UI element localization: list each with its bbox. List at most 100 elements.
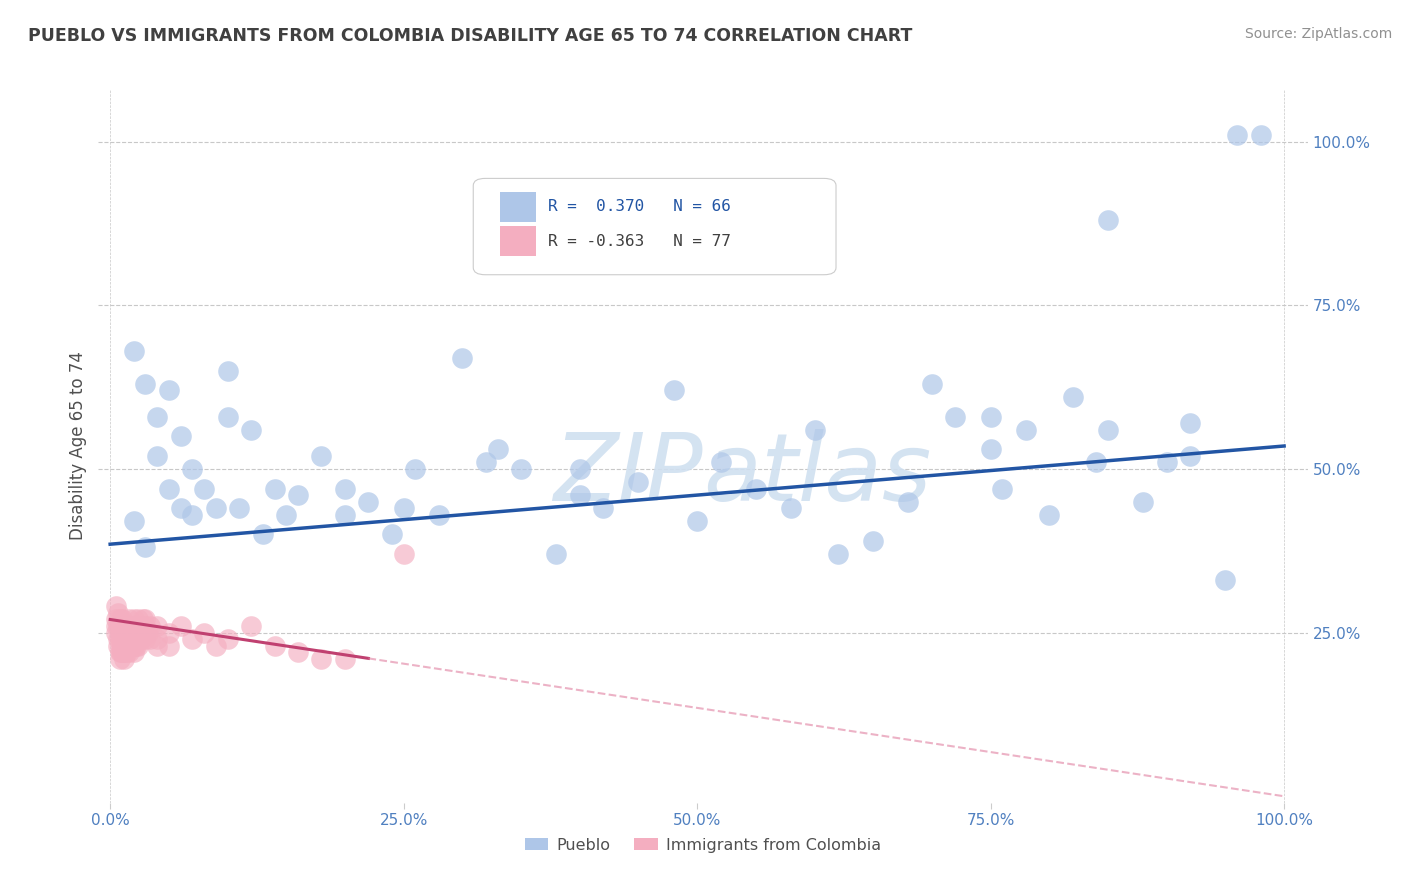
Point: [980, 442, 1002, 457]
Point: [134, 376, 156, 391]
Point: [1085, 455, 1108, 469]
Point: [897, 494, 920, 508]
Point: [1038, 508, 1060, 522]
Point: [404, 462, 426, 476]
Point: [146, 619, 169, 633]
Point: [945, 409, 967, 424]
Bar: [501, 227, 536, 256]
Text: R = -0.363   N = 77: R = -0.363 N = 77: [548, 234, 731, 249]
Point: [105, 612, 128, 626]
Point: [475, 455, 498, 469]
Point: [120, 625, 142, 640]
Point: [1062, 390, 1084, 404]
Point: [112, 652, 135, 666]
Point: [263, 639, 285, 653]
Point: [129, 632, 152, 647]
FancyBboxPatch shape: [474, 178, 837, 275]
Point: [146, 409, 169, 424]
Point: [276, 508, 298, 522]
Point: [127, 612, 149, 626]
Point: [287, 645, 309, 659]
Point: [1156, 455, 1178, 469]
Y-axis label: Disability Age 65 to 74: Disability Age 65 to 74: [69, 351, 87, 541]
Point: [745, 482, 768, 496]
Point: [1226, 128, 1249, 142]
Point: [115, 619, 138, 633]
Point: [333, 508, 356, 522]
Point: [105, 619, 128, 633]
Point: [193, 482, 215, 496]
Point: [111, 645, 134, 659]
Point: [118, 625, 141, 640]
Point: [108, 652, 131, 666]
Point: [980, 409, 1002, 424]
Point: [991, 482, 1014, 496]
Point: [146, 639, 169, 653]
Point: [122, 514, 145, 528]
Point: [139, 619, 162, 633]
Point: [217, 409, 239, 424]
Point: [181, 632, 204, 647]
Point: [134, 632, 156, 647]
Point: [157, 482, 180, 496]
Point: [1250, 128, 1272, 142]
Point: [112, 632, 135, 647]
Point: [127, 625, 149, 640]
Bar: [501, 192, 536, 222]
Text: atlas: atlas: [703, 429, 931, 520]
Point: [111, 625, 134, 640]
Point: [110, 619, 132, 633]
Point: [107, 619, 129, 633]
Point: [921, 376, 943, 391]
Point: [169, 429, 191, 443]
Point: [381, 527, 404, 541]
Point: [108, 612, 131, 626]
Point: [252, 527, 274, 541]
Text: PUEBLO VS IMMIGRANTS FROM COLOMBIA DISABILITY AGE 65 TO 74 CORRELATION CHART: PUEBLO VS IMMIGRANTS FROM COLOMBIA DISAB…: [28, 27, 912, 45]
Point: [115, 625, 138, 640]
Point: [108, 625, 131, 640]
Point: [1132, 494, 1154, 508]
Point: [125, 619, 148, 633]
Point: [1097, 213, 1119, 227]
Point: [108, 619, 131, 633]
Point: [108, 632, 131, 647]
Point: [392, 547, 415, 561]
Point: [112, 625, 135, 640]
Point: [627, 475, 650, 489]
Point: [451, 351, 474, 365]
Point: [169, 501, 191, 516]
Legend: Pueblo, Immigrants from Colombia: Pueblo, Immigrants from Colombia: [519, 831, 887, 859]
Point: [181, 508, 204, 522]
Point: [710, 455, 733, 469]
Point: [127, 639, 149, 653]
Point: [217, 364, 239, 378]
Point: [122, 645, 145, 659]
Point: [568, 462, 591, 476]
Point: [204, 501, 226, 516]
Point: [129, 619, 152, 633]
Point: [1180, 449, 1202, 463]
Point: [240, 619, 263, 633]
Point: [107, 632, 129, 647]
Text: R =  0.370   N = 66: R = 0.370 N = 66: [548, 200, 731, 214]
Point: [862, 533, 884, 548]
Point: [115, 645, 138, 659]
Point: [228, 501, 250, 516]
Point: [120, 619, 142, 633]
Point: [568, 488, 591, 502]
Point: [146, 449, 169, 463]
Point: [510, 462, 533, 476]
Point: [803, 423, 825, 437]
Point: [827, 547, 849, 561]
Point: [111, 612, 134, 626]
Point: [107, 639, 129, 653]
Point: [118, 612, 141, 626]
Point: [125, 639, 148, 653]
Point: [157, 384, 180, 398]
Point: [132, 612, 155, 626]
Point: [112, 645, 135, 659]
Text: ZIP: ZIP: [554, 429, 703, 520]
Point: [110, 625, 132, 640]
Point: [105, 625, 128, 640]
